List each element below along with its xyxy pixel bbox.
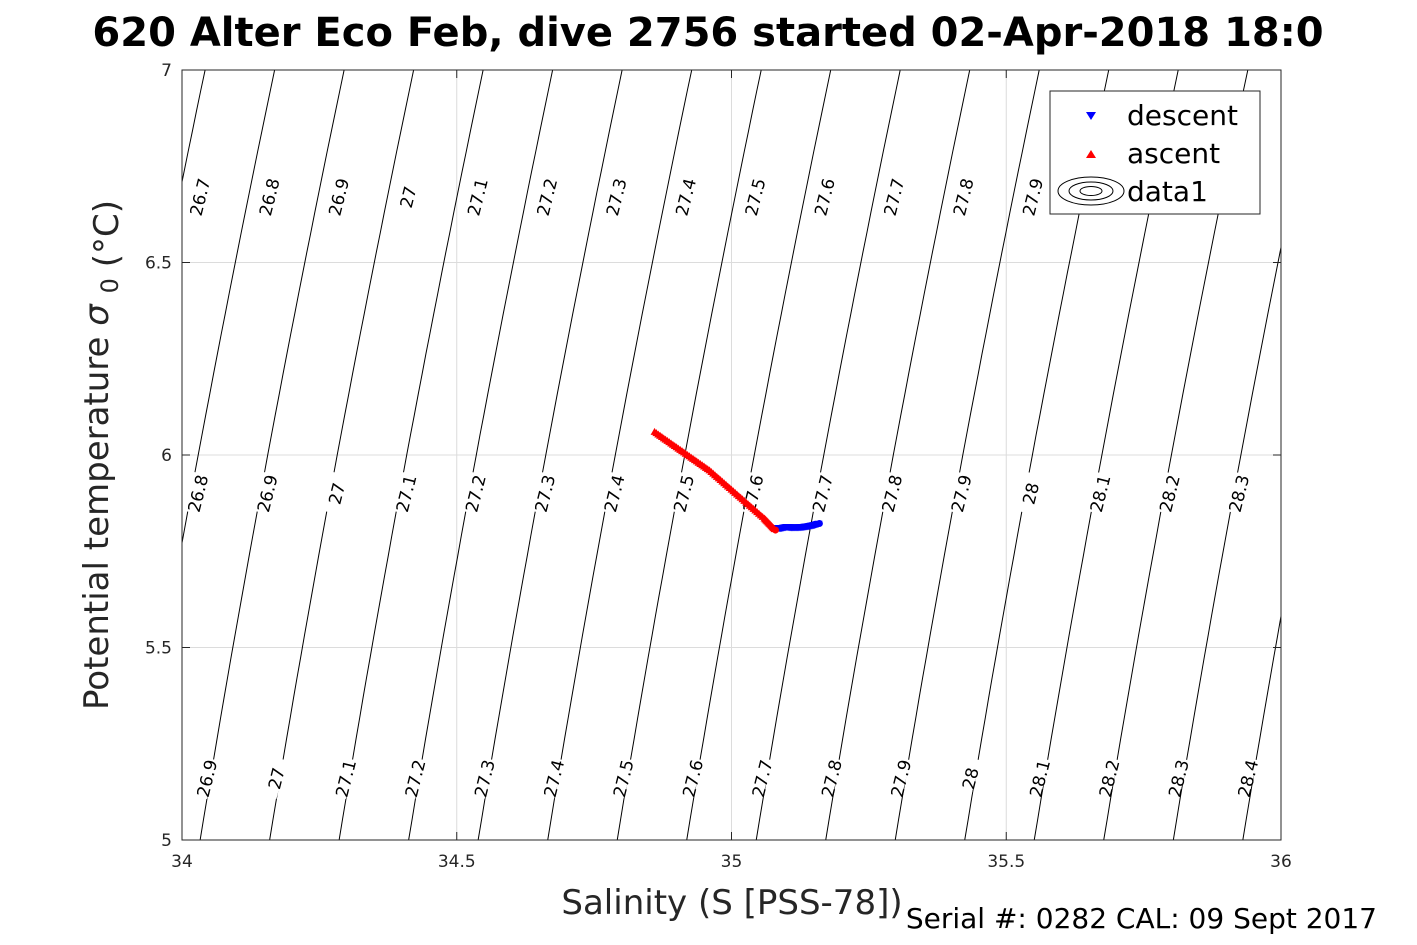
isopycnal-line: [1242, 613, 1281, 840]
isopycnal-line: [477, 70, 623, 840]
ascent-point: [771, 526, 779, 534]
contour-label: 28.3: [1222, 471, 1254, 515]
contour-label: 27.1: [389, 471, 421, 515]
contour-label: 27: [320, 471, 350, 515]
isopycnal-line: [547, 70, 693, 840]
legend-data1-label: data1: [1127, 175, 1208, 208]
isopycnal-line: [199, 70, 345, 840]
contour-label: 27.7: [806, 471, 838, 515]
isopycnal-line: [182, 70, 276, 546]
descent-point: [815, 520, 823, 528]
axis-ticks: 34 34.5 35 35.5 36 5 5.5 6 6.5 7: [145, 61, 1292, 872]
x-tick-label: 36: [1270, 852, 1292, 872]
legend-descent-label: descent: [1127, 99, 1238, 132]
y-axis-label-subscript: 0: [96, 278, 124, 293]
x-tick-label: 35.5: [987, 852, 1025, 872]
contour-label: 26.8: [181, 471, 213, 515]
contour-label: 28.4: [1231, 756, 1263, 799]
y-axis-label-unit: (°C): [87, 200, 127, 267]
isopycnal-contours: [182, 70, 1281, 840]
data-series: [650, 427, 823, 534]
ascent-series: [650, 427, 779, 534]
legend-data1-contour-icon: [1057, 176, 1125, 206]
contour-label: 27: [391, 174, 421, 218]
y-tick-label: 5.5: [145, 639, 172, 659]
isopycnal-line: [755, 70, 901, 840]
x-tick-label: 34: [171, 852, 193, 872]
legend: descent ascent data1: [1049, 90, 1261, 215]
isopycnal-line: [1172, 244, 1281, 840]
legend-ascent-label: ascent: [1127, 137, 1220, 170]
chart-title: 620 Alter Eco Feb, dive 2756 started 02-…: [92, 10, 1323, 56]
svg-text:Potential temperature: Potential temperature σ 0 (°C): [77, 200, 127, 710]
serial-calibration-note: Serial #: 0282 CAL: 09 Sept 2017: [906, 902, 1377, 935]
y-tick-label: 6.5: [145, 254, 172, 274]
y-tick-label: 6: [161, 446, 172, 466]
descent-series: [771, 520, 823, 533]
contour-label: 27.5: [606, 756, 639, 799]
isopycnal-line: [825, 70, 971, 840]
isopycnal-line: [408, 70, 554, 840]
contour-label: 27.8: [875, 471, 907, 515]
y-tick-label: 5: [161, 831, 172, 851]
legend-box: [1049, 90, 1261, 215]
y-tick-label: 7: [161, 61, 172, 81]
y-axis-label-text: Potential temperature: [77, 337, 117, 710]
contour-label: 28.2: [1092, 756, 1124, 799]
legend-descent-marker: [1086, 112, 1096, 120]
contour-label: 27.2: [530, 174, 562, 218]
legend-ascent-marker: [1086, 150, 1096, 158]
y-axis-label: Potential temperature σ 0 (°C): [77, 200, 127, 710]
isopycnal-line: [338, 70, 484, 840]
isopycnal-line: [894, 70, 1040, 840]
isopycnal-line: [269, 70, 415, 840]
contour-label: 27.9: [884, 756, 916, 799]
x-axis-label: Salinity (S [PSS-78]): [561, 883, 902, 923]
x-tick-label: 35: [721, 852, 743, 872]
x-tick-label: 34.5: [438, 852, 476, 872]
y-axis-label-symbol: σ: [77, 303, 117, 326]
contour-label: 26.9: [250, 471, 283, 515]
isopycnal-line: [686, 70, 832, 840]
